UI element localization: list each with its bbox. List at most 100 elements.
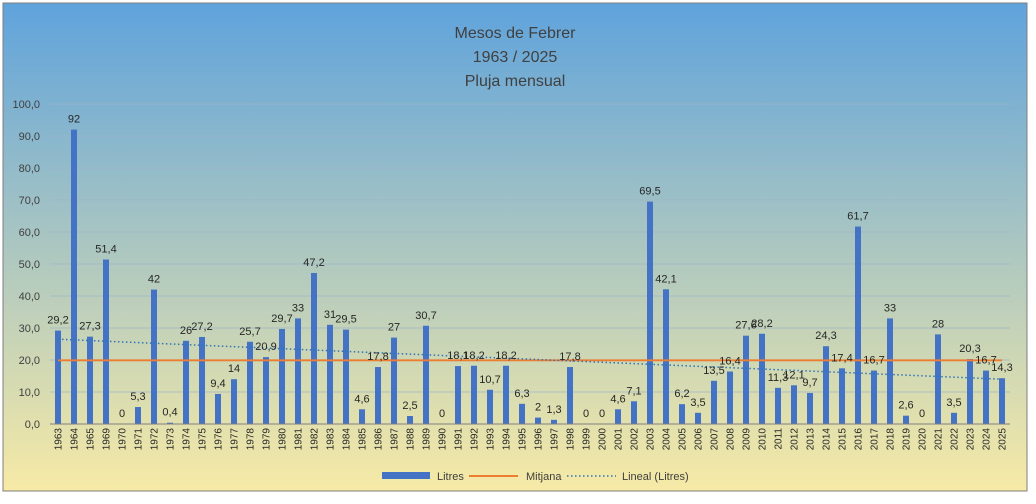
- data-label: 10,7: [479, 374, 500, 386]
- data-label: 61,7: [847, 211, 868, 223]
- x-tick-label: 1993: [486, 428, 497, 451]
- y-tick-label: 0,0: [25, 419, 40, 431]
- bar: [743, 335, 749, 424]
- bar: [295, 318, 301, 424]
- bar: [279, 328, 285, 424]
- bar: [55, 330, 61, 424]
- y-tick-label: 30,0: [19, 323, 40, 335]
- data-label: 42,1: [655, 273, 676, 285]
- x-tick-label: 1965: [86, 428, 97, 451]
- bar: [935, 334, 941, 424]
- x-tick-label: 1996: [534, 428, 545, 451]
- x-tick-label: 1976: [214, 428, 225, 451]
- x-tick-label: 2014: [822, 428, 833, 451]
- bar: [711, 380, 717, 424]
- x-tick-label: 1985: [358, 428, 369, 451]
- bar: [151, 289, 157, 424]
- legend-swatch-litres: [382, 472, 430, 479]
- x-tick-label: 2004: [662, 428, 673, 451]
- data-label: 92: [68, 114, 80, 126]
- data-label: 14,3: [991, 362, 1012, 374]
- bar: [551, 419, 557, 424]
- bar: [983, 370, 989, 424]
- x-tick-label: 1970: [118, 428, 129, 451]
- x-tick-label: 2015: [838, 428, 849, 451]
- x-tick-label: 1990: [438, 428, 449, 451]
- x-tick-label: 1992: [470, 428, 481, 451]
- data-label: 14: [228, 363, 240, 375]
- data-label: 31: [324, 309, 336, 321]
- bar: [215, 393, 221, 424]
- legend-label-litres: Litres: [437, 471, 464, 483]
- data-label: 20,3: [959, 343, 980, 355]
- bar: [359, 409, 365, 424]
- x-tick-label: 2008: [726, 428, 737, 451]
- bar: [231, 379, 237, 424]
- data-label: 9,7: [802, 377, 817, 389]
- data-label: 33: [884, 302, 896, 314]
- x-tick-label: 2019: [902, 428, 913, 451]
- data-label: 27,2: [191, 321, 212, 333]
- x-tick-label: 2025: [998, 428, 1009, 451]
- data-label: 69,5: [639, 186, 660, 198]
- x-tick-label: 1989: [422, 428, 433, 451]
- bar: [903, 415, 909, 424]
- data-label: 30,7: [415, 310, 436, 322]
- bar: [647, 201, 653, 424]
- x-tick-label: 2023: [966, 428, 977, 451]
- x-tick-label: 1973: [166, 428, 177, 451]
- bar: [503, 365, 509, 424]
- x-tick-label: 2000: [598, 428, 609, 451]
- y-tick-label: 70,0: [19, 195, 40, 207]
- x-tick-label: 2017: [870, 428, 881, 451]
- bar: [615, 409, 621, 424]
- data-label: 18,2: [463, 350, 484, 362]
- y-tick-label: 50,0: [19, 259, 40, 271]
- x-tick-label: 1987: [390, 428, 401, 451]
- bar: [71, 129, 77, 424]
- data-label: 0,4: [162, 407, 177, 419]
- data-label: 2: [535, 402, 541, 414]
- data-label: 28,2: [751, 318, 772, 330]
- data-label: 18,2: [495, 350, 516, 362]
- data-label: 0: [583, 408, 589, 420]
- bar: [695, 412, 701, 424]
- x-tick-label: 2018: [886, 428, 897, 451]
- data-label: 11,3: [768, 372, 789, 384]
- data-label: 0: [439, 408, 445, 420]
- bar: [999, 378, 1005, 424]
- bar: [391, 337, 397, 424]
- x-tick-label: 1998: [566, 428, 577, 451]
- data-label: 18,1: [447, 350, 468, 362]
- x-tick-label: 1986: [374, 428, 385, 451]
- bar: [87, 336, 93, 424]
- data-label: 2,5: [402, 400, 417, 412]
- x-tick-label: 2011: [774, 428, 785, 450]
- bar: [887, 318, 893, 424]
- data-label: 17,8: [367, 351, 388, 363]
- data-label: 42: [148, 274, 160, 286]
- bar: [727, 371, 733, 424]
- x-tick-label: 1997: [550, 428, 561, 451]
- y-tick-label: 10,0: [19, 387, 40, 399]
- bar: [679, 404, 685, 424]
- bar: [967, 359, 973, 424]
- x-tick-label: 2020: [918, 428, 929, 451]
- x-tick-label: 1988: [406, 428, 417, 451]
- bar: [407, 416, 413, 424]
- bar: [775, 387, 781, 424]
- x-tick-label: 2001: [614, 428, 625, 451]
- data-label: 12,1: [783, 369, 804, 381]
- bar: [167, 422, 173, 424]
- x-tick-label: 1977: [230, 428, 241, 451]
- x-tick-label: 1981: [294, 428, 305, 451]
- data-label: 5,3: [130, 391, 145, 403]
- legend-label-mitjana: Mitjana: [526, 471, 562, 483]
- x-tick-label: 1995: [518, 428, 529, 451]
- x-tick-label: 2022: [950, 428, 961, 451]
- bar: [311, 272, 317, 424]
- x-tick-label: 2007: [710, 428, 721, 451]
- bar: [951, 412, 957, 424]
- y-tick-label: 60,0: [19, 227, 40, 239]
